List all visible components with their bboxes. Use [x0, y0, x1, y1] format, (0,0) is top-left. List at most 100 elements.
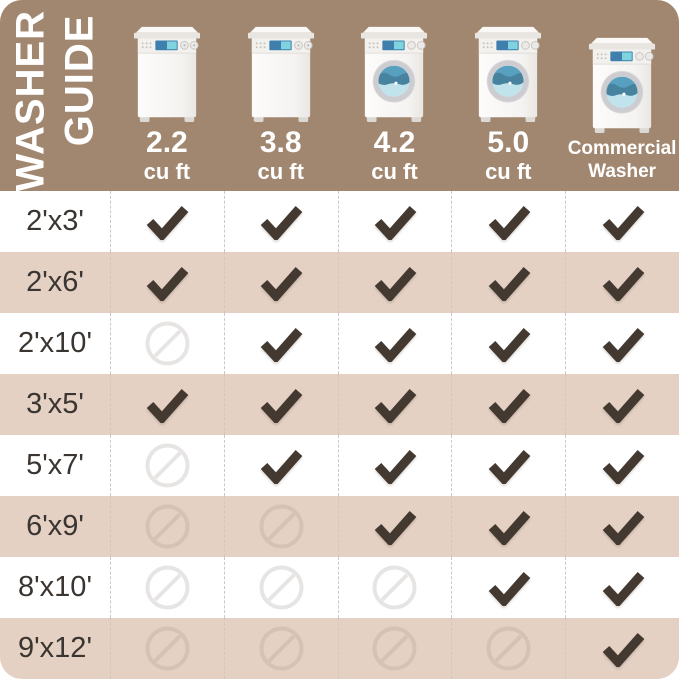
- table-cell: [337, 313, 452, 374]
- check-icon: [602, 632, 644, 667]
- table-cell: [565, 618, 679, 679]
- check-icon: [488, 388, 531, 423]
- check-icon: [147, 205, 189, 240]
- guide-title: WASHER GUIDE: [0, 0, 110, 191]
- check-icon: [374, 327, 417, 362]
- table-cell: [110, 313, 224, 374]
- capacity-label: 4.2: [373, 126, 416, 160]
- front-load-washer-icon: [585, 34, 659, 135]
- rug-size-label: 2'x6': [0, 252, 110, 313]
- check-icon: [602, 571, 644, 606]
- check-icon: [602, 510, 644, 545]
- rug-size-label: 8'x10': [18, 571, 92, 603]
- washer-illustration: [471, 23, 545, 124]
- table-cell: [337, 374, 452, 435]
- front-load-washer-icon: [471, 23, 545, 124]
- capacity-unit: cu ft: [257, 158, 304, 184]
- washer-illustration: [585, 34, 659, 135]
- table-cell: [565, 252, 679, 313]
- check-icon: [374, 449, 417, 484]
- not-suitable-icon: [259, 626, 304, 671]
- not-suitable-icon: [145, 443, 190, 488]
- table-cell: [110, 191, 224, 252]
- table-cell: [223, 374, 338, 435]
- table-cell: [451, 435, 565, 496]
- table-cell: [337, 496, 452, 557]
- column-header-2-2-cuft: 2.2 cu ft: [110, 0, 224, 191]
- column-header-4-2-cuft: 4.2 cu ft: [338, 0, 452, 191]
- top-load-washer-icon: [130, 23, 204, 124]
- compatibility-table: 2'x3' 2'x6' 2'x10': [0, 191, 679, 679]
- capacity-unit: Washer: [588, 161, 657, 183]
- check-icon: [374, 388, 417, 423]
- table-cell: [451, 557, 565, 618]
- table-cell: [337, 557, 452, 618]
- table-cell: [451, 191, 565, 252]
- not-suitable-icon: [259, 565, 304, 610]
- not-suitable-icon: [145, 565, 190, 610]
- top-load-washer-icon: [244, 23, 318, 124]
- check-icon: [260, 266, 303, 301]
- table-cell: [451, 496, 566, 557]
- washer-illustration: [244, 23, 318, 124]
- check-icon: [488, 266, 531, 301]
- column-header-5-0-cuft: 5.0 cu ft: [451, 0, 565, 191]
- capacity-unit: cu ft: [143, 158, 191, 184]
- guide-title-text: WASHER GUIDE: [0, 0, 110, 191]
- header: WASHER GUIDE 2.2 cu ft 3.8 cu ft: [0, 0, 679, 191]
- rug-size-label: 6'x9': [0, 496, 110, 557]
- table-cell: [110, 374, 224, 435]
- table-cell: [223, 191, 338, 252]
- check-icon: [374, 510, 417, 545]
- column-header-commercial-washer: Commercial Washer: [565, 0, 679, 191]
- capacity-label: Commercial: [567, 138, 677, 160]
- table-cell: [110, 435, 224, 496]
- table-cell: [337, 252, 452, 313]
- check-icon: [488, 449, 531, 484]
- not-suitable-icon: [486, 626, 531, 671]
- not-suitable-icon: [372, 626, 417, 671]
- table-cell: [451, 618, 566, 679]
- table-cell: [223, 435, 338, 496]
- capacity-label: 5.0: [487, 126, 530, 160]
- table-cell: [565, 374, 679, 435]
- table-cell: [565, 557, 679, 618]
- not-suitable-icon: [145, 626, 190, 671]
- check-icon: [602, 266, 644, 301]
- table-cell: [565, 313, 679, 374]
- table-cell: [223, 252, 338, 313]
- not-suitable-icon: [372, 565, 417, 610]
- table-cell: [337, 191, 452, 252]
- check-icon: [602, 327, 644, 362]
- title-line-guide: GUIDE: [57, 14, 101, 146]
- check-icon: [374, 266, 417, 301]
- table-cell: [110, 496, 224, 557]
- table-cell: [337, 618, 452, 679]
- table-cell: [110, 557, 224, 618]
- check-icon: [488, 510, 531, 545]
- check-icon: [260, 327, 303, 362]
- check-icon: [602, 388, 644, 423]
- rug-size-label: 3'x5': [0, 374, 110, 435]
- table-cell: [110, 618, 224, 679]
- table-cell: [223, 557, 338, 618]
- check-icon: [602, 205, 644, 240]
- capacity-label: 2.2: [146, 126, 188, 160]
- rug-size-label: 9'x12': [0, 618, 110, 679]
- not-suitable-icon: [259, 504, 304, 549]
- check-icon: [260, 205, 303, 240]
- table-cell: [451, 252, 566, 313]
- rug-size-label: 2'x3': [26, 205, 84, 237]
- table-cell: [451, 374, 566, 435]
- table-cell: [565, 191, 679, 252]
- washer-illustration: [357, 23, 431, 124]
- check-icon: [147, 266, 189, 301]
- table-cell: [223, 496, 338, 557]
- not-suitable-icon: [145, 321, 190, 366]
- column-header-3-8-cuft: 3.8 cu ft: [224, 0, 338, 191]
- check-icon: [260, 388, 303, 423]
- capacity-label: 3.8: [259, 126, 302, 160]
- check-icon: [488, 205, 531, 240]
